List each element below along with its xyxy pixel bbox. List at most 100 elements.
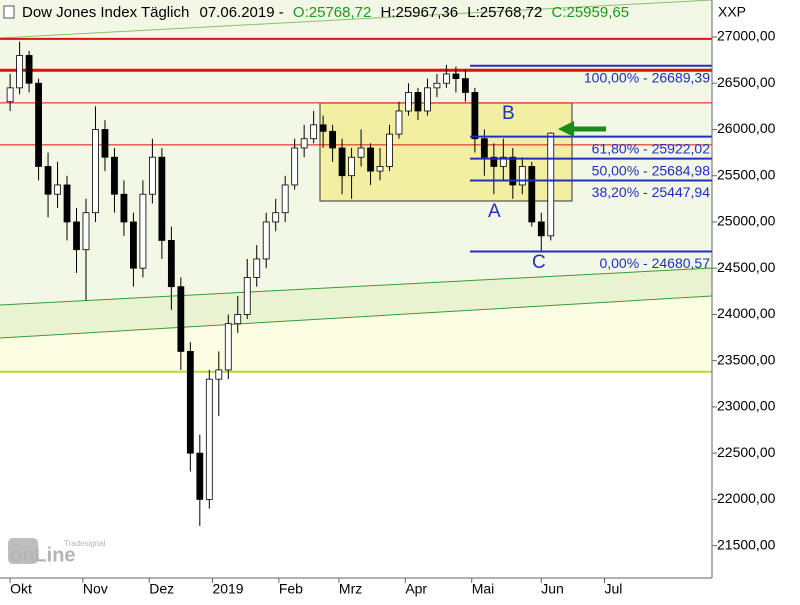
fib-label: 0,00% - 24680,57	[599, 255, 710, 271]
candle-body	[367, 147, 374, 172]
candle-body	[405, 92, 412, 112]
candle-body	[281, 184, 289, 214]
x-tick-label: Mai	[472, 581, 495, 597]
arrow-head	[558, 121, 574, 137]
candle-body	[338, 147, 346, 177]
x-tick-label: Dez	[149, 581, 174, 597]
logo: Tradesignal onLine	[8, 538, 106, 566]
candle-body	[376, 166, 384, 172]
candle-body	[205, 378, 213, 500]
candle-body	[357, 147, 365, 158]
y-tick-label: 22500,00	[717, 444, 776, 460]
candle-body	[414, 92, 422, 112]
candle-body	[130, 221, 137, 269]
candle-body	[224, 323, 232, 371]
candle-body	[537, 221, 545, 237]
candle-body	[177, 286, 185, 352]
trend-line	[0, 0, 713, 39]
y-tick-label: 23000,00	[717, 398, 776, 414]
zone-fill	[0, 296, 712, 372]
candle-body	[167, 240, 175, 288]
candle-body	[92, 129, 99, 214]
background	[0, 0, 713, 578]
symbol: XXP	[718, 4, 746, 20]
header-value: H:25967,36	[381, 4, 459, 21]
candle-body	[272, 212, 280, 223]
candle-body	[452, 73, 460, 80]
header-value: L:25768,72	[467, 4, 542, 21]
title: Dow Jones Index Täglich	[22, 4, 189, 21]
candle-body	[395, 110, 403, 135]
x-tick-label: Jul	[605, 581, 623, 597]
candle-body	[348, 156, 355, 177]
candle-body	[25, 55, 33, 84]
x-tick-label: Mrz	[339, 581, 362, 597]
candle-body	[63, 184, 71, 223]
header-value: O:25768,72	[293, 4, 371, 21]
candles	[6, 41, 555, 527]
candle-body	[509, 156, 517, 186]
fib-label: 50,00% - 25684,98	[592, 162, 711, 178]
x-tick-label: Apr	[405, 581, 427, 597]
candle-body	[499, 156, 507, 167]
candle-body	[386, 133, 393, 167]
header: Dow Jones Index Täglich 07.06.2019 - O:2…	[22, 4, 629, 21]
candle-body	[120, 193, 128, 223]
candle-body	[16, 55, 24, 89]
y-tick-label: 25500,00	[717, 166, 776, 182]
candle-body	[291, 147, 299, 186]
y-tick-label: 24500,00	[717, 259, 776, 275]
wave-label: B	[502, 103, 515, 124]
candle-body	[518, 166, 526, 186]
candle-body	[101, 129, 109, 158]
axis-area	[712, 0, 800, 600]
x-tick-label: Okt	[10, 581, 32, 597]
fib-label: 61,80% - 25922,02	[592, 140, 711, 156]
candle-body	[490, 156, 498, 167]
x-tick-label: Nov	[83, 581, 108, 597]
candle-body	[148, 156, 156, 195]
candle-body	[196, 452, 204, 500]
candle-body	[54, 184, 61, 195]
candle-body	[44, 166, 52, 195]
fibonacci: 100,00% - 26689,39 61,80% - 25922,02 50,00…	[470, 64, 712, 271]
wave-label: C	[532, 252, 546, 273]
header-value: C:25959,65	[552, 4, 630, 21]
candle-body	[528, 166, 536, 223]
candle-body	[471, 92, 479, 140]
y-tick-label: 21500,00	[717, 536, 776, 552]
y-tick-label: 26000,00	[717, 120, 776, 136]
candle-body	[186, 351, 194, 454]
date: 07.06.2019	[200, 4, 275, 21]
y-tick-label: 26500,00	[717, 74, 776, 90]
candle-body	[111, 156, 118, 195]
y-tick-label: 22000,00	[717, 490, 776, 506]
candle-body	[424, 87, 431, 112]
candle-body	[433, 82, 441, 89]
lower-area	[0, 372, 712, 578]
candle-body	[35, 82, 42, 167]
candle-body	[6, 87, 14, 103]
arrow	[558, 121, 606, 137]
x-tick-label: Jun	[541, 581, 564, 597]
icon	[3, 5, 15, 19]
candle-body	[319, 124, 327, 132]
candle-body	[262, 221, 270, 260]
levels	[0, 37, 712, 373]
candle-body	[300, 138, 308, 149]
candle-body	[443, 73, 450, 84]
candle-body	[139, 193, 147, 269]
candle-body	[461, 78, 469, 93]
logo-box	[8, 538, 38, 564]
logo-small: Tradesignal	[64, 539, 106, 548]
candle-body	[215, 369, 223, 380]
y-tick-label: 24000,00	[717, 305, 776, 321]
separator: -	[279, 4, 284, 21]
candle-body	[310, 124, 318, 140]
candle-body	[480, 138, 488, 158]
wave-label: A	[488, 201, 501, 222]
y-tick-label: 27000,00	[717, 28, 776, 44]
candle-body	[243, 277, 251, 315]
